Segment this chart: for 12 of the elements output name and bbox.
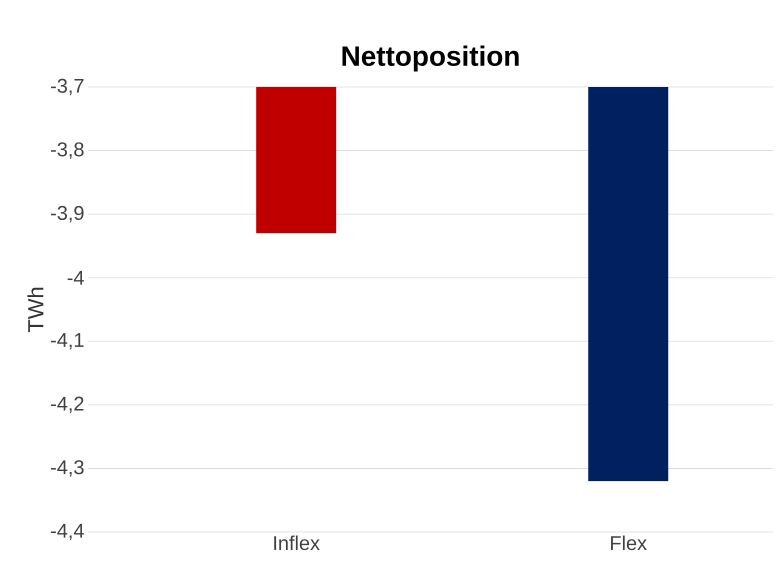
x-tick-label: Inflex <box>274 536 320 550</box>
y-axis-title: TWh <box>27 288 44 332</box>
y-tick-label: -3,7 <box>51 78 84 96</box>
y-tick-label: -4,4 <box>51 524 84 540</box>
y-tick-label: -4,2 <box>51 396 84 414</box>
y-tick-label: -4,3 <box>51 460 84 477</box>
y-tick-label: -4,1 <box>51 333 84 350</box>
y-tick-label: -3,9 <box>51 206 84 222</box>
y-tick-label: -3,8 <box>51 142 84 159</box>
x-tick-label: Flex <box>611 536 647 550</box>
chart-title: Nettoposition <box>342 46 519 72</box>
y-tick-label: -4 <box>68 270 84 285</box>
